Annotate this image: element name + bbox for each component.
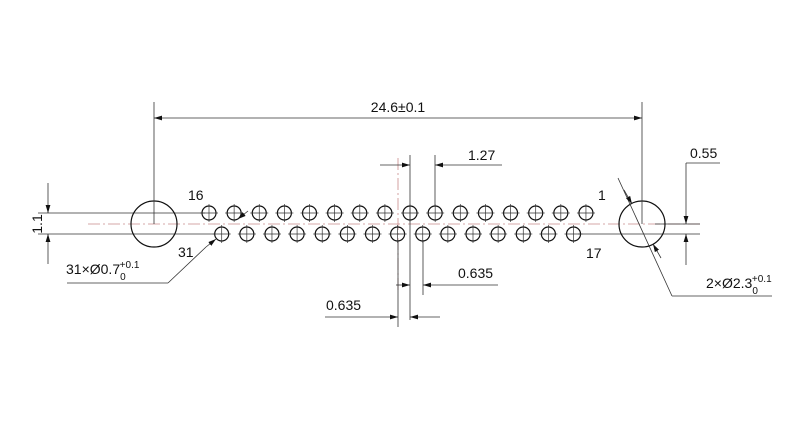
pin-hole-bottom: [464, 225, 482, 243]
pin-hole-top: [325, 204, 344, 222]
pin-hole-top: [275, 204, 294, 222]
pin-hole-bottom: [288, 225, 307, 243]
dim-pitch-text: 1.27: [468, 147, 495, 163]
dim-span-text: 24.6±0.1: [371, 99, 426, 115]
pin-hole-top: [526, 204, 545, 222]
dim-center-offset-text: 0.55: [690, 145, 717, 161]
leader-line: [167, 246, 207, 284]
pin-hole-bottom: [514, 225, 533, 243]
pin-hole-top: [350, 204, 369, 222]
dim-row-spacing-text: 1.1: [29, 214, 45, 234]
pin-hole-bottom: [212, 225, 231, 243]
leader-arrow: [623, 189, 633, 205]
pin-hole-bottom: [262, 225, 281, 243]
pin-hole-bottom: [539, 225, 558, 243]
pin-hole-top: [200, 204, 218, 222]
pin-hole-top: [250, 204, 269, 222]
pin-hole-top: [225, 204, 244, 222]
pin-hole-bottom: [338, 225, 357, 243]
mount-hole-callout: 2×Ø2.30+0.1: [706, 274, 772, 297]
pin-hole-top: [551, 204, 570, 222]
pin-hole-callout: 31×Ø0.70+0.1: [66, 260, 140, 283]
pin-hole-bottom: [489, 225, 508, 243]
pin-label-16: 16: [188, 187, 204, 203]
pin-hole-top: [576, 204, 595, 222]
pin-hole-top: [426, 204, 445, 222]
leader-arrow: [237, 210, 249, 220]
pin-hole-bottom: [363, 225, 382, 243]
pin-hole-top: [451, 204, 470, 222]
dim-offset-lower-text: 0.635: [326, 297, 361, 313]
leader-arrow: [205, 238, 217, 248]
pin-label-31: 31: [178, 244, 194, 260]
leader-line: [617, 177, 673, 297]
pin-holes: [200, 204, 595, 243]
leader-arrow: [652, 243, 662, 259]
pin-hole-top: [501, 204, 520, 222]
pin-hole-top: [476, 204, 495, 222]
pin-hole-bottom: [564, 225, 583, 243]
pin-label-1: 1: [598, 187, 606, 203]
pin-hole-top: [300, 204, 319, 222]
pin-hole-bottom: [438, 225, 457, 243]
pin-label-17: 17: [586, 245, 602, 261]
pin-hole-bottom: [237, 225, 256, 243]
pin-hole-top: [375, 204, 394, 222]
pin-hole-bottom: [313, 225, 332, 243]
dim-offset-upper-text: 0.635: [458, 265, 493, 281]
